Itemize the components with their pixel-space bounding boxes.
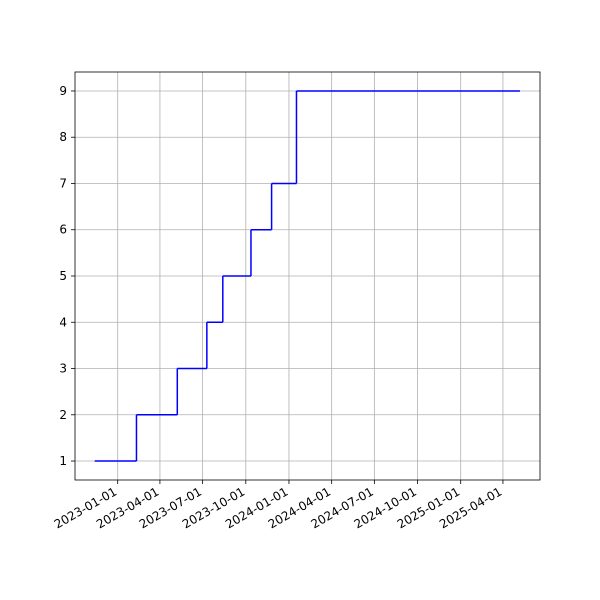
y-tick-label: 7	[59, 176, 67, 190]
y-tick-label: 6	[59, 223, 67, 237]
y-tick-label: 8	[59, 130, 67, 144]
y-tick-label: 2	[59, 408, 67, 422]
grid	[75, 72, 540, 480]
y-tick-label: 4	[59, 315, 67, 329]
y-tick-label: 9	[59, 84, 67, 98]
y-tick-label: 1	[59, 454, 67, 468]
y-tick-label: 3	[59, 362, 67, 376]
y-tick-label: 5	[59, 269, 67, 283]
step-end	[518, 90, 521, 92]
marks	[94, 90, 521, 462]
